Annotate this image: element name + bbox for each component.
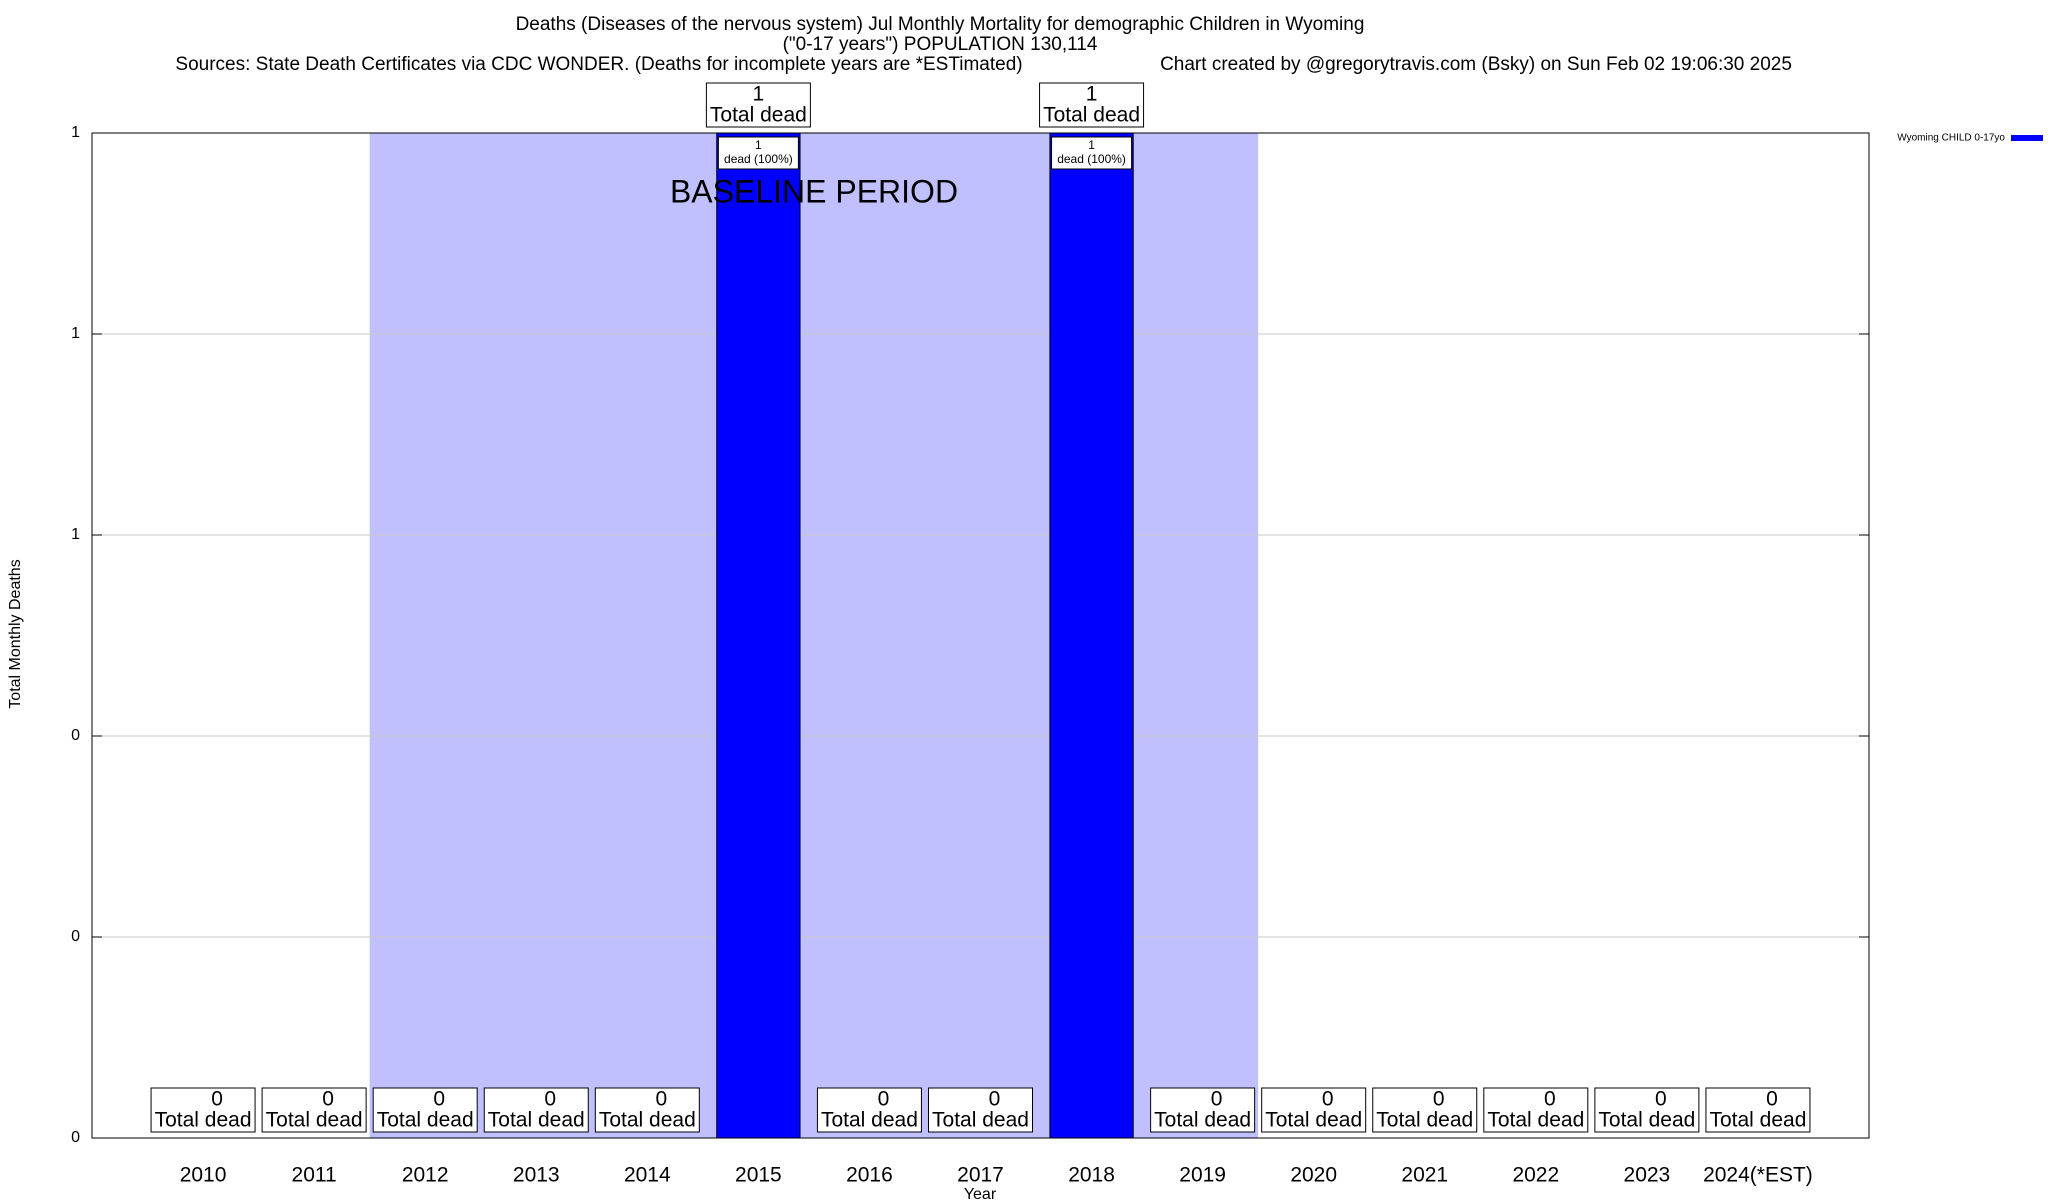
x-tick-label: 2022 [1512, 1164, 1559, 1187]
y-tick-label: 1 [71, 526, 80, 543]
total-label: Total dead [1598, 1109, 1695, 1132]
x-tick-label: 2014 [624, 1164, 671, 1187]
plot-frame [91, 132, 1870, 1139]
chart-subtitle: ("0-17 years") POPULATION 130,114 [783, 34, 1098, 55]
value-label-box [1705, 1087, 1811, 1133]
total-label: Total dead [1154, 1109, 1251, 1132]
value-label: 0 [1655, 1088, 1667, 1111]
y-tick-label: 0 [71, 1129, 80, 1146]
total-label: Total dead [932, 1109, 1029, 1132]
credit-note: Chart created by @gregorytravis.com (Bsk… [1160, 54, 1792, 75]
source-note: Sources: State Death Certificates via CD… [175, 54, 1022, 75]
inner-label: dead (100%) [1057, 152, 1126, 166]
y-axis-label: Total Monthly Deaths [7, 559, 24, 708]
value-label-box [150, 1087, 256, 1133]
baseline-label: BASELINE PERIOD [670, 173, 958, 209]
value-label-box [1261, 1087, 1367, 1133]
value-label: 0 [433, 1088, 445, 1111]
y-tick-label: 0 [71, 928, 80, 945]
value-label: 0 [878, 1088, 890, 1111]
value-label: 0 [544, 1088, 556, 1111]
y-tick-label: 0 [71, 727, 80, 744]
legend-label: Wyoming CHILD 0-17yo [1897, 133, 2005, 144]
value-label: 0 [322, 1088, 334, 1111]
total-label: Total dead [821, 1109, 918, 1132]
total-label: Total dead [710, 104, 807, 127]
total-label: Total dead [1376, 1109, 1473, 1132]
inner-value-label: 1 [1088, 138, 1095, 152]
value-label: 0 [1433, 1088, 1445, 1111]
value-label-box [261, 1087, 367, 1133]
value-label-box [705, 82, 811, 128]
total-label: Total dead [1265, 1109, 1362, 1132]
value-label: 0 [1322, 1088, 1334, 1111]
bar [1049, 132, 1134, 1139]
value-label-box [816, 1087, 922, 1133]
value-label-box [1372, 1087, 1478, 1133]
value-label: 1 [1086, 83, 1098, 106]
x-tick-label: 2012 [402, 1164, 449, 1187]
total-label: Total dead [266, 1109, 363, 1132]
x-tick-label: 2017 [957, 1164, 1004, 1187]
value-label-box [1594, 1087, 1700, 1133]
value-label-box [372, 1087, 478, 1133]
inner-label-box [1051, 136, 1133, 170]
legend-swatch [2011, 135, 2043, 141]
total-label: Total dead [1709, 1109, 1806, 1132]
value-label-box [928, 1087, 1033, 1133]
x-tick-label: 2013 [513, 1164, 560, 1187]
x-tick-label: 2010 [180, 1164, 227, 1187]
x-tick-label: 2015 [735, 1164, 782, 1187]
value-label-box [1039, 82, 1145, 128]
value-label: 0 [1766, 1088, 1778, 1111]
value-label: 0 [1211, 1088, 1223, 1111]
x-tick-label: 2023 [1624, 1164, 1671, 1187]
y-tick-label: 1 [71, 325, 80, 342]
x-tick-label: 2024(*EST) [1703, 1164, 1813, 1187]
total-label: Total dead [1487, 1109, 1584, 1132]
value-label-box [1483, 1087, 1589, 1133]
x-tick-label: 2020 [1290, 1164, 1337, 1187]
x-tick-label: 2016 [846, 1164, 893, 1187]
bar [716, 132, 801, 1139]
value-label-box [1150, 1087, 1256, 1133]
value-label: 0 [655, 1088, 667, 1111]
value-label: 1 [753, 83, 765, 106]
total-label: Total dead [377, 1109, 474, 1132]
x-tick-label: 2021 [1401, 1164, 1448, 1187]
total-label: Total dead [1043, 104, 1140, 127]
inner-value-label: 1 [755, 138, 762, 152]
inner-label: dead (100%) [724, 152, 793, 166]
total-label: Total dead [155, 1109, 252, 1132]
x-tick-label: 2011 [292, 1164, 337, 1187]
total-label: Total dead [488, 1109, 585, 1132]
value-label-box [483, 1087, 589, 1133]
x-tick-label: 2019 [1179, 1164, 1226, 1187]
value-label: 0 [1544, 1088, 1556, 1111]
x-axis-label: Year [964, 1186, 997, 1200]
x-tick-label: 2018 [1068, 1164, 1115, 1187]
total-label: Total dead [599, 1109, 696, 1132]
inner-label-box [717, 136, 799, 170]
value-label: 0 [211, 1088, 223, 1111]
chart-title: Deaths (Diseases of the nervous system) … [516, 14, 1365, 35]
value-label: 0 [989, 1088, 1001, 1111]
value-label-box [594, 1087, 700, 1133]
y-tick-label: 1 [71, 124, 80, 141]
